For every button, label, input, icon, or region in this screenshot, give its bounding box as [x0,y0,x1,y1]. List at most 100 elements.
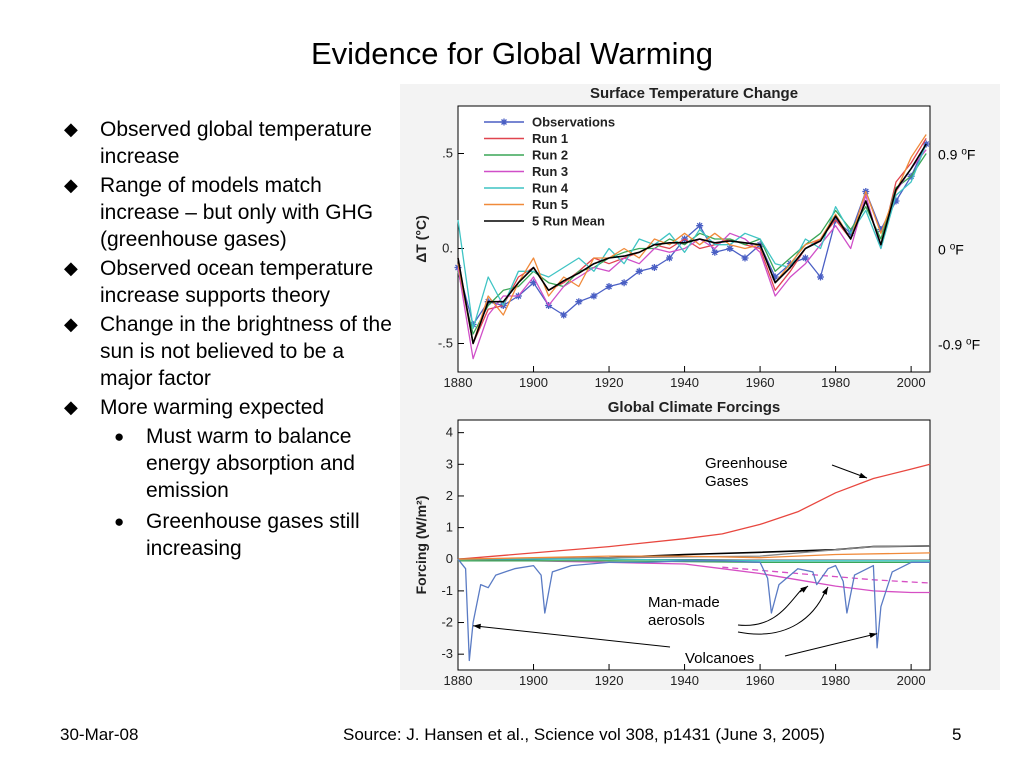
x-tick-label: 1880 [444,673,473,688]
legend-marker [500,118,508,126]
annotation-greenhouse-gases: Greenhouse [705,455,788,472]
y-tick-label: 0. [442,241,453,256]
fahrenheit-annotation: 0.9 oF [938,147,975,163]
annotation-greenhouse-gases: Gases [705,473,748,490]
footer-date: 30-Mar-08 [60,725,139,744]
y-tick-label: 4 [446,425,453,440]
diamond-bullet-icon: ◆ [64,314,78,334]
x-tick-label: 2000 [897,375,926,390]
observation-marker [590,292,598,300]
arrow-volcanoes-right-head [869,632,878,638]
observation-marker [801,254,809,262]
bullet-item: ◆ More warming expected ● Must warm to bal… [62,394,402,562]
legend-label: Run 4 [532,181,569,196]
x-tick-label: 1900 [519,375,548,390]
x-tick-label: 1940 [670,375,699,390]
series-line-1-4 [457,545,931,560]
annotation-volcanoes: Volcanoes [685,650,754,667]
sub-bullet-list: ● Must warm to balance energy absorption … [100,423,402,562]
x-tick-label: 1960 [746,375,775,390]
bullet-text: Observed global temperature increase [100,118,372,168]
legend-label: Observations [532,115,615,130]
observation-marker [650,263,658,272]
series-line-1-7 [457,552,931,560]
x-tick-label: 1980 [821,375,850,390]
figure-svg: Surface Temperature Change 1880 1900 1920 19… [400,84,1000,690]
series-line-1-5 [458,558,930,562]
chart-title-1: Global Climate Forcings [608,399,781,416]
observation-marker [817,273,824,281]
y-tick-label: 2 [446,488,453,503]
x-tick-label: 1980 [821,673,850,688]
y-tick-label: 0 [446,551,453,566]
x-tick-label: 1960 [746,673,775,688]
observation-marker [560,311,568,319]
bullet-text: Observed ocean temperature increase supp… [100,257,374,307]
diamond-bullet-icon: ◆ [64,258,78,278]
observation-marker [711,248,719,256]
fahrenheit-annotation: -0.9 oF [938,337,980,353]
footer-source: Source: J. Hansen et al., Science vol 30… [343,725,825,744]
legend-label: 5 Run Mean [532,214,605,229]
x-tick-label: 1940 [670,673,699,688]
series-line-0-6 [457,143,927,345]
bullet-item: ◆ Change in the brightness of the sun is … [62,311,402,392]
sub-bullet-text: Must warm to balance energy absorption a… [146,425,355,502]
arrow-aerosols-a-tip-head [800,586,808,593]
arrow-aerosols-b-tip-head [822,587,828,595]
observation-marker [741,254,749,262]
legend-label: Run 5 [532,197,568,212]
observation-marker [530,279,537,287]
y-tick-label: 1 [446,520,453,535]
y-tick-label: -3 [441,646,453,661]
series-line-1-2 [722,566,931,584]
figure: Surface Temperature Change 1880 1900 1920 19… [400,84,1000,690]
bullet-item: ◆ Range of models match increase – but on… [62,172,402,253]
diamond-bullet-icon: ◆ [64,175,78,195]
series-line-1-8 [457,558,930,662]
x-tick-label: 2000 [897,673,926,688]
diamond-bullet-icon: ◆ [64,397,78,417]
diamond-bullet-icon: ◆ [64,119,78,139]
bullet-item: ◆ Observed global temperature increase [62,116,402,170]
slide-title: Evidence for Global Warming [310,36,714,71]
observation-marker [620,279,628,287]
plot-area-1 [457,419,931,671]
series-line-0-3 [457,149,927,360]
arrow-volcanoes-left-head [473,623,481,630]
observation-marker [575,298,583,306]
series-line-1-0 [457,463,931,560]
sub-bullet-text: Greenhouse gases still increasing [146,510,360,560]
x-tick-label: 1880 [444,375,473,390]
arrow-greenhouse-head [859,472,867,478]
x-tick-label: 1900 [519,673,548,688]
bullet-text: Change in the brightness of the sun is n… [100,313,392,390]
annotation-aerosols: Man-made [648,594,720,611]
legend-label: Run 1 [532,131,568,146]
y-tick-label: .5 [442,146,453,161]
observation-marker [666,254,673,262]
annotation-aerosols: aerosols [648,612,705,629]
x-tick-label: 1920 [595,375,624,390]
observation-marker [696,222,704,230]
arrow-aerosols-a [737,588,803,626]
sub-bullet-item: ● Must warm to balance energy absorption … [62,423,402,504]
circle-bullet-icon: ● [114,512,125,531]
circle-bullet-icon: ● [114,427,125,446]
y-tick-label: -1 [441,583,453,598]
fahrenheit-annotation: 0 oF [938,242,964,258]
arrow-aerosols-b [737,591,826,635]
x-tick-label: 1920 [595,673,624,688]
bullet-item: ◆ Observed ocean temperature increase sup… [62,255,402,309]
observation-marker [605,282,613,291]
arrow-volcanoes-right [784,633,878,657]
observation-marker [726,244,734,253]
bullet-text: Range of models match increase – but onl… [100,174,374,251]
arrow-volcanoes-left [473,625,671,648]
y-tick-label: -.5 [438,336,453,351]
observation-marker [635,267,643,275]
legend-label: Run 3 [532,164,568,179]
y-tick-label: -2 [441,615,453,630]
chart-title-0: Surface Temperature Change [590,85,798,102]
series-line-1-6 [458,560,930,564]
